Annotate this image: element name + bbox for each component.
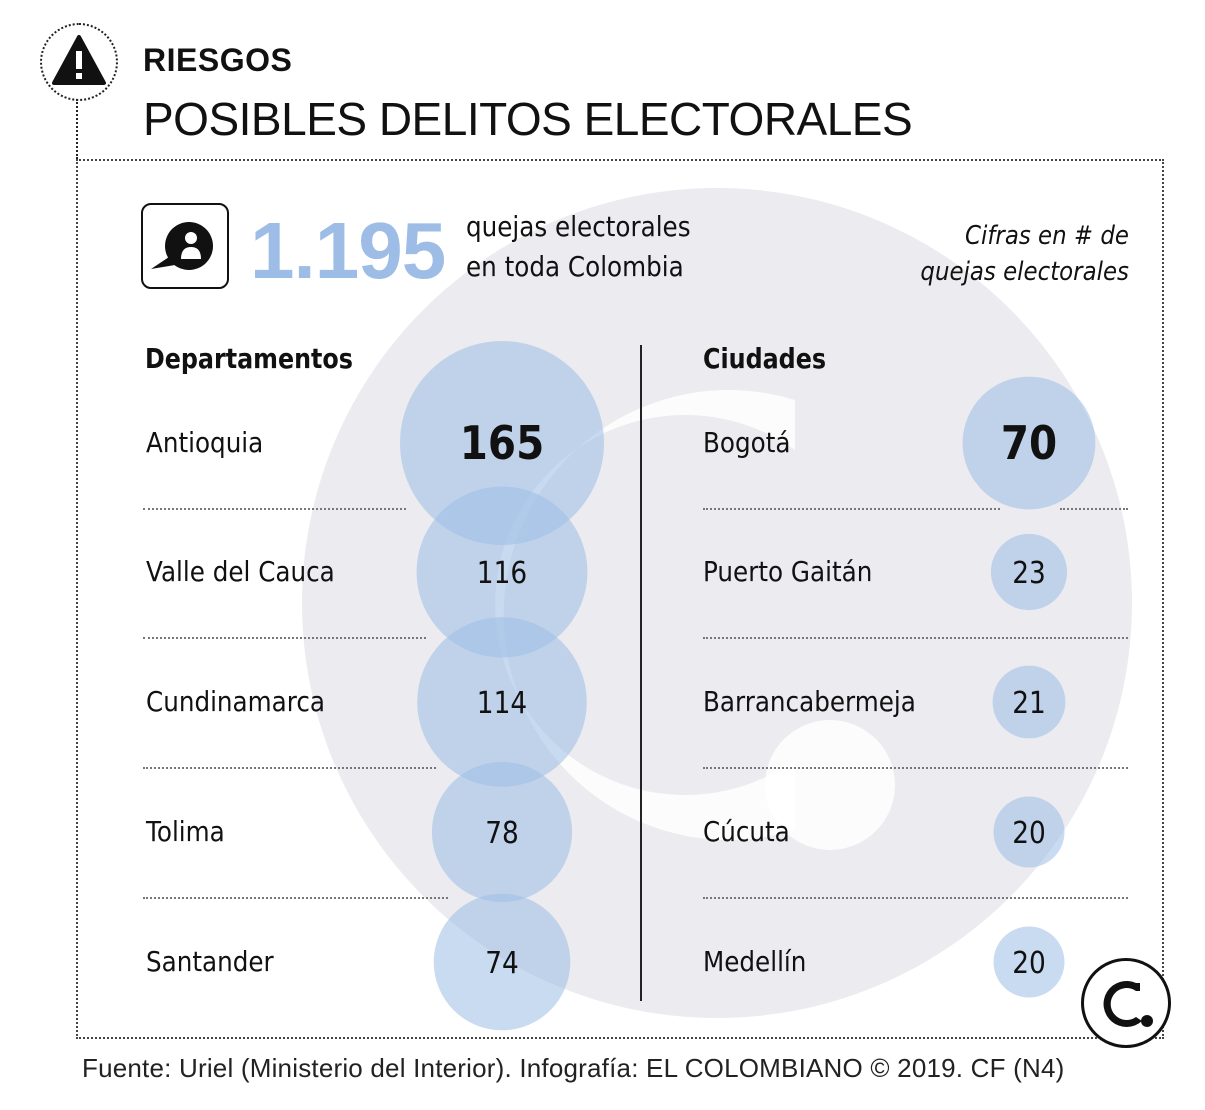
department-value-label: 78 <box>485 815 519 850</box>
row-separator <box>703 508 1000 510</box>
warning-icon-badge <box>40 23 118 101</box>
row-separator <box>143 897 448 899</box>
row-separator <box>703 767 1128 769</box>
department-bubble <box>416 486 588 658</box>
city-value-label: 23 <box>1012 555 1046 590</box>
logo-mark-icon <box>1103 980 1153 1027</box>
department-value-label: 114 <box>477 685 527 720</box>
city-bubble <box>993 926 1065 998</box>
units-note-line1: Cifras en # de <box>965 221 1129 251</box>
departments-header: Departamentos <box>145 342 353 375</box>
row-separator <box>143 508 406 510</box>
department-value-label: 165 <box>460 418 544 471</box>
city-value-label: 70 <box>1001 418 1057 471</box>
row-separator <box>703 897 1128 899</box>
kicker: RIESGOS <box>143 42 293 78</box>
city-label: Medellín <box>703 945 807 978</box>
connector-line <box>76 99 78 159</box>
city-label: Puerto Gaitán <box>703 555 873 588</box>
row-separator <box>703 637 1128 639</box>
units-note-line2: quejas electorales <box>920 257 1129 287</box>
el-colombiano-logo <box>1081 958 1171 1048</box>
department-label: Cundinamarca <box>146 685 325 718</box>
department-value-label: 116 <box>477 555 527 590</box>
city-value-label: 21 <box>1012 685 1046 720</box>
city-bubble <box>990 533 1068 611</box>
department-label: Santander <box>146 945 274 978</box>
city-value-label: 20 <box>1012 815 1046 850</box>
department-bubble <box>431 761 573 903</box>
content-frame <box>76 159 1164 1039</box>
total-description: quejas electorales en toda Colombia <box>466 207 691 287</box>
row-separator <box>143 767 436 769</box>
column-divider <box>640 345 642 1001</box>
complaint-icon <box>141 203 229 289</box>
city-bubble <box>993 796 1065 868</box>
city-value-label: 20 <box>1012 945 1046 980</box>
department-label: Tolima <box>146 815 225 848</box>
total-description-line2: en toda Colombia <box>466 250 684 283</box>
department-label: Valle del Cauca <box>146 555 335 588</box>
city-bubble <box>992 665 1066 739</box>
source-note: Fuente: Uriel (Ministerio del Interior).… <box>82 1053 1065 1083</box>
row-separator <box>143 637 426 639</box>
department-label: Antioquia <box>146 426 264 459</box>
cities-header: Ciudades <box>703 342 827 375</box>
city-label: Cúcuta <box>703 815 790 848</box>
department-bubble <box>417 617 587 787</box>
department-bubble <box>433 893 571 1031</box>
department-value-label: 74 <box>485 945 519 980</box>
city-label: Barrancabermeja <box>703 685 916 718</box>
total-complaints: 1.195 <box>250 206 446 295</box>
city-bubble <box>962 376 1096 510</box>
total-description-line1: quejas electorales <box>466 210 691 243</box>
units-note: Cifras en # de quejas electorales <box>920 218 1129 290</box>
speech-person-icon <box>151 222 213 270</box>
page-title: POSIBLES DELITOS ELECTORALES <box>143 93 913 145</box>
row-separator <box>1060 508 1128 510</box>
department-bubble <box>400 341 604 545</box>
warning-icon <box>52 35 106 85</box>
city-label: Bogotá <box>703 426 791 459</box>
